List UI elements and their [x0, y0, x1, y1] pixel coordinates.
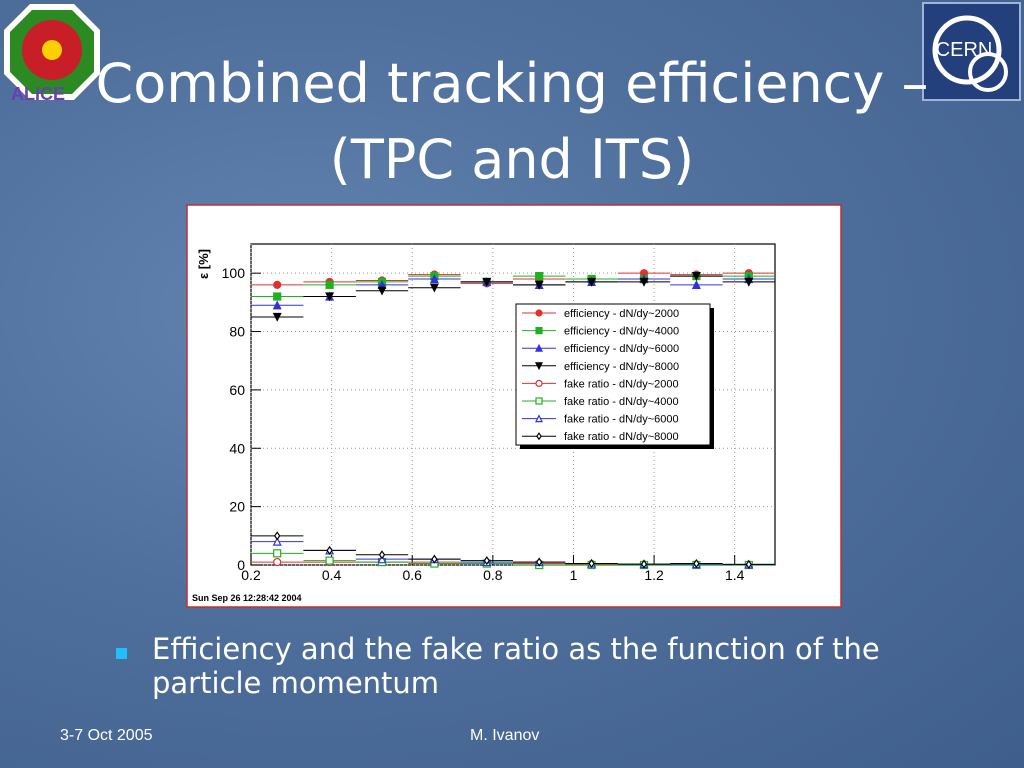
marker	[272, 300, 282, 310]
marker	[273, 557, 282, 567]
marker	[273, 549, 282, 558]
marker	[272, 312, 282, 322]
marker	[482, 277, 492, 287]
marker	[325, 556, 334, 565]
y-tick-label: 80	[229, 324, 245, 340]
legend-label: fake ratio - dN/dy~8000	[564, 431, 679, 443]
legend-label: fake ratio - dN/dy~4000	[564, 396, 679, 408]
x-tick-label: 1.2	[644, 567, 664, 583]
slide-title: (TPC and ITS)	[329, 128, 695, 191]
legend-label: efficiency - dN/dy~6000	[564, 343, 679, 355]
footer-date: 3-7 Oct 2005	[60, 727, 153, 744]
marker	[273, 280, 282, 289]
x-tick-label: 0.2	[241, 567, 261, 583]
x-tick-label: 0.8	[483, 567, 503, 583]
marker	[272, 536, 282, 546]
marker	[535, 309, 543, 317]
x-tick-label: 0.6	[402, 567, 422, 583]
marker	[744, 277, 754, 287]
marker	[535, 397, 543, 405]
marker	[534, 280, 544, 290]
marker	[691, 271, 701, 281]
marker	[429, 274, 439, 284]
chart: Sun Sep 26 12:28:42 2004 ε [%] 0 20 40 60 80…	[186, 204, 842, 608]
legend-box	[515, 303, 711, 446]
marker	[535, 379, 543, 387]
x-tick-label: 1.4	[725, 567, 745, 583]
marker	[483, 556, 490, 566]
legend-label: efficiency - dN/dy~2000	[564, 308, 679, 320]
y-tick-label: 0	[237, 557, 245, 573]
marker	[378, 550, 386, 560]
marker	[693, 558, 700, 569]
alice-logo-text: ALICE	[11, 84, 65, 102]
chart-panel	[186, 204, 842, 608]
legend-label: efficiency - dN/dy~8000	[564, 361, 679, 373]
marker	[429, 283, 439, 293]
marker	[745, 559, 752, 569]
marker	[535, 271, 544, 281]
legend-label: fake ratio - dN/dy~2000	[564, 378, 679, 390]
legend-label: efficiency - dN/dy~4000	[564, 326, 679, 338]
chart-timestamp: Sun Sep 26 12:28:42 2004	[192, 593, 302, 603]
cern-logo-text: CERN	[936, 39, 993, 61]
marker	[325, 280, 334, 289]
marker	[535, 326, 543, 335]
y-tick-label: 40	[229, 440, 245, 456]
y-axis-label: ε [%]	[196, 249, 211, 279]
legend-label: fake ratio - dN/dy~6000	[564, 414, 679, 426]
y-tick-label: 60	[229, 382, 245, 398]
marker	[587, 277, 597, 287]
marker	[274, 531, 281, 541]
marker	[639, 277, 649, 287]
footer-author: M. Ivanov	[470, 727, 540, 744]
y-tick-label: 100	[222, 265, 246, 281]
cern-logo: CERN	[922, 2, 1021, 101]
y-tick-label: 20	[229, 499, 245, 515]
x-tick-label: 0.4	[322, 567, 342, 583]
bullet-text: Efficiency and the fake ratio as the fun…	[152, 632, 880, 700]
alice-logo: ALICE	[4, 4, 100, 102]
marker	[691, 280, 701, 289]
slide-title: Combined tracking efficiency –	[95, 52, 929, 115]
marker	[326, 545, 333, 555]
x-tick-label: 1	[570, 567, 578, 583]
marker	[535, 362, 543, 371]
marker	[273, 292, 282, 301]
marker	[377, 286, 387, 296]
marker	[640, 559, 648, 569]
marker	[536, 432, 542, 441]
marker	[431, 554, 438, 564]
marker	[535, 414, 543, 423]
marker	[325, 292, 335, 302]
marker	[588, 558, 595, 569]
marker	[536, 557, 543, 567]
marker	[535, 343, 543, 352]
bullet-marker	[116, 648, 127, 659]
